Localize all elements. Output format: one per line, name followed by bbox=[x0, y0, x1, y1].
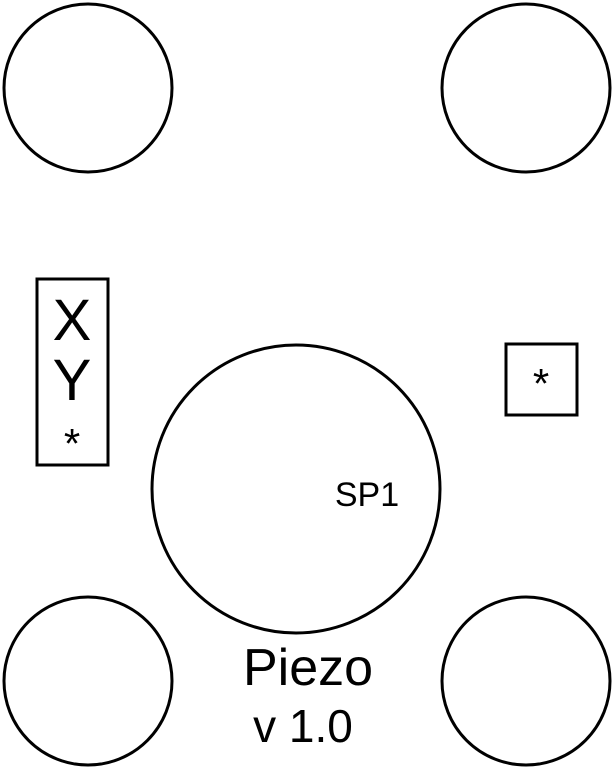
speaker-designator: SP1 bbox=[335, 476, 399, 514]
mounting-hole-top-left bbox=[2, 2, 174, 174]
header-label-y: Y bbox=[53, 348, 92, 413]
mounting-hole-bottom-left bbox=[2, 595, 174, 767]
board-version: v 1.0 bbox=[253, 700, 353, 752]
header-label-x: X bbox=[53, 288, 92, 353]
mounting-hole-bottom-right bbox=[440, 595, 612, 767]
header-outline bbox=[35, 277, 110, 467]
board-name: Piezo bbox=[243, 639, 373, 697]
pad-pin1-marker: * bbox=[533, 360, 549, 407]
pad-outline bbox=[504, 342, 579, 417]
mounting-hole-top-right bbox=[440, 2, 612, 174]
header-pin1-marker: * bbox=[64, 420, 80, 467]
piezo-speaker-outline bbox=[150, 343, 442, 635]
